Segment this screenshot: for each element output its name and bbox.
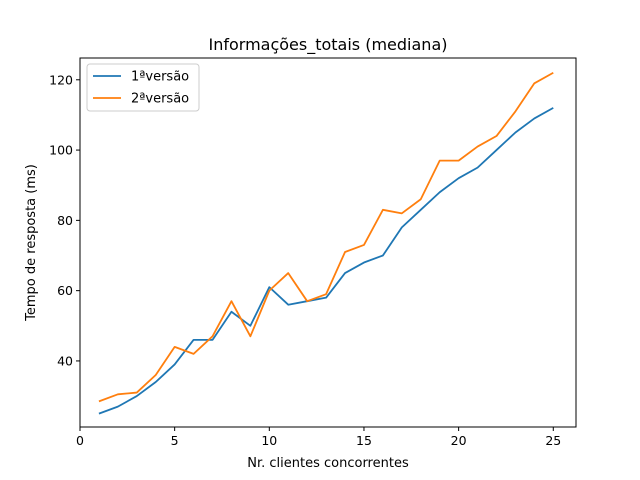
plot-frame <box>79 57 577 428</box>
x-tick-label: 5 <box>171 433 179 448</box>
x-tick-label: 25 <box>545 433 561 448</box>
legend: 1ªversão 2ªversão <box>86 63 200 112</box>
x-tick-label: 0 <box>76 433 84 448</box>
y-tick-label: 100 <box>49 143 73 158</box>
series-line-2 <box>98 71 554 403</box>
y-axis-title: Tempo de resposta (ms) <box>24 164 39 322</box>
x-tick-label: 10 <box>261 433 277 448</box>
legend-label-2: 2ªversão <box>131 92 189 107</box>
y-tick-label: 60 <box>57 283 73 298</box>
y-tick-label: 80 <box>57 213 73 228</box>
x-tick-label: 15 <box>356 433 372 448</box>
y-tick-label: 40 <box>57 353 73 368</box>
x-axis-title: Nr. clientes concorrentes <box>247 456 409 471</box>
series-line-1 <box>98 107 554 415</box>
plot-area: 0 5 10 15 20 25 40 60 80 100 120 <box>49 71 561 448</box>
y-tick-label: 120 <box>49 72 73 87</box>
chart-title: Informações_totais (mediana) <box>208 35 447 55</box>
x-tick-label: 20 <box>451 433 467 448</box>
legend-label-1: 1ªversão <box>131 70 189 85</box>
